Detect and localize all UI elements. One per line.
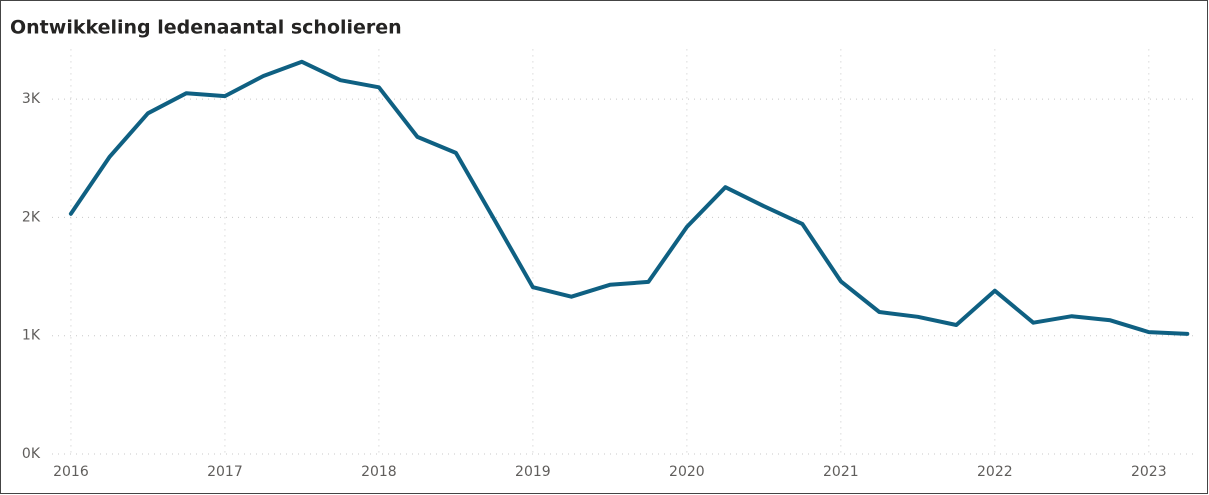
line-series [68,59,1190,336]
y-tick-label: 2K [22,209,41,225]
x-tick-label: 2017 [207,464,243,480]
x-tick-label: 2021 [823,464,859,480]
x-tick-label: 2023 [1131,464,1167,480]
x-tick-label: 2016 [53,464,89,480]
y-tick-label: 3K [22,91,41,107]
y-tick-label: 0K [22,446,41,462]
x-tick-label: 2022 [977,464,1013,480]
x-tick-label: 2019 [515,464,551,480]
x-tick-label: 2018 [361,464,397,480]
chart-title: Ontwikkeling ledenaantal scholieren [10,17,402,39]
y-tick-label: 1K [22,328,41,344]
x-tick-label: 2020 [669,464,705,480]
